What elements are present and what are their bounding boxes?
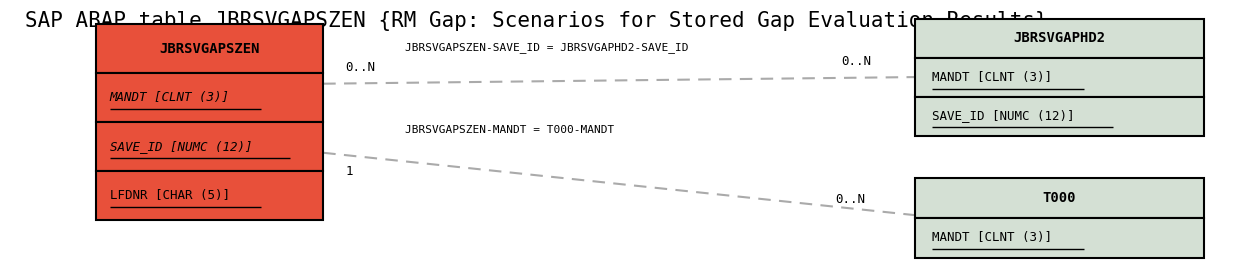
Text: 1: 1 bbox=[346, 165, 353, 178]
Text: 0..N: 0..N bbox=[836, 193, 866, 206]
FancyBboxPatch shape bbox=[96, 73, 323, 122]
FancyBboxPatch shape bbox=[915, 19, 1204, 58]
Text: 0..N: 0..N bbox=[346, 61, 376, 74]
Text: T000: T000 bbox=[1042, 191, 1076, 205]
Text: JBRSVGAPSZEN-SAVE_ID = JBRSVGAPHD2-SAVE_ID: JBRSVGAPSZEN-SAVE_ID = JBRSVGAPHD2-SAVE_… bbox=[406, 42, 689, 53]
FancyBboxPatch shape bbox=[96, 171, 323, 221]
Text: SAP ABAP table JBRSVGAPSZEN {RM Gap: Scenarios for Stored Gap Evaluation Results: SAP ABAP table JBRSVGAPSZEN {RM Gap: Sce… bbox=[25, 11, 1048, 31]
FancyBboxPatch shape bbox=[915, 96, 1204, 136]
Text: SAVE_ID [NUMC (12)]: SAVE_ID [NUMC (12)] bbox=[110, 140, 252, 153]
Text: MANDT [CLNT (3)]: MANDT [CLNT (3)] bbox=[932, 70, 1053, 83]
Text: 0..N: 0..N bbox=[842, 55, 871, 68]
FancyBboxPatch shape bbox=[915, 178, 1204, 218]
Text: MANDT [CLNT (3)]: MANDT [CLNT (3)] bbox=[110, 91, 229, 104]
Text: SAVE_ID [NUMC (12)]: SAVE_ID [NUMC (12)] bbox=[932, 109, 1075, 122]
Text: MANDT [CLNT (3)]: MANDT [CLNT (3)] bbox=[932, 231, 1053, 244]
FancyBboxPatch shape bbox=[96, 24, 323, 73]
Text: JBRSVGAPHD2: JBRSVGAPHD2 bbox=[1014, 31, 1105, 45]
FancyBboxPatch shape bbox=[915, 218, 1204, 258]
FancyBboxPatch shape bbox=[915, 58, 1204, 96]
Text: JBRSVGAPSZEN: JBRSVGAPSZEN bbox=[159, 41, 259, 56]
Text: LFDNR [CHAR (5)]: LFDNR [CHAR (5)] bbox=[110, 189, 229, 202]
Text: JBRSVGAPSZEN-MANDT = T000-MANDT: JBRSVGAPSZEN-MANDT = T000-MANDT bbox=[406, 125, 615, 135]
FancyBboxPatch shape bbox=[96, 122, 323, 171]
